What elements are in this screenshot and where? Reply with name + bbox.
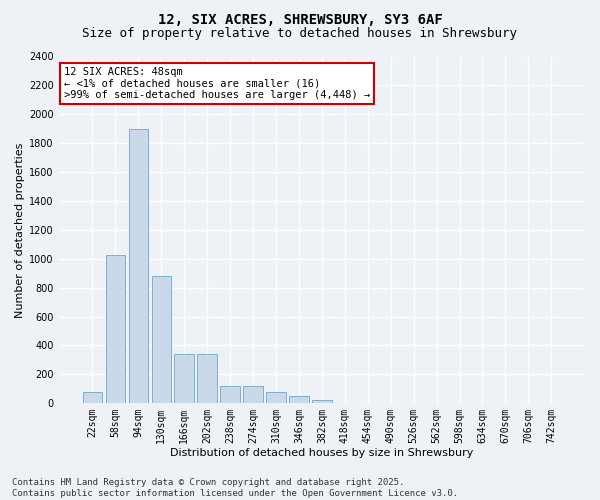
Y-axis label: Number of detached properties: Number of detached properties — [15, 142, 25, 318]
Bar — [175, 354, 194, 403]
Bar — [83, 392, 102, 403]
Text: 12, SIX ACRES, SHREWSBURY, SY3 6AF: 12, SIX ACRES, SHREWSBURY, SY3 6AF — [158, 12, 442, 26]
Bar — [289, 396, 308, 403]
Bar — [128, 128, 148, 403]
Bar — [220, 386, 240, 403]
Bar — [244, 386, 263, 403]
Bar — [266, 392, 286, 403]
Bar — [312, 400, 332, 403]
Bar — [152, 276, 171, 403]
Bar — [197, 354, 217, 403]
Text: Size of property relative to detached houses in Shrewsbury: Size of property relative to detached ho… — [83, 28, 517, 40]
Text: 12 SIX ACRES: 48sqm
← <1% of detached houses are smaller (16)
>99% of semi-detac: 12 SIX ACRES: 48sqm ← <1% of detached ho… — [64, 67, 370, 100]
Text: Contains HM Land Registry data © Crown copyright and database right 2025.
Contai: Contains HM Land Registry data © Crown c… — [12, 478, 458, 498]
Bar — [106, 255, 125, 403]
X-axis label: Distribution of detached houses by size in Shrewsbury: Distribution of detached houses by size … — [170, 448, 473, 458]
